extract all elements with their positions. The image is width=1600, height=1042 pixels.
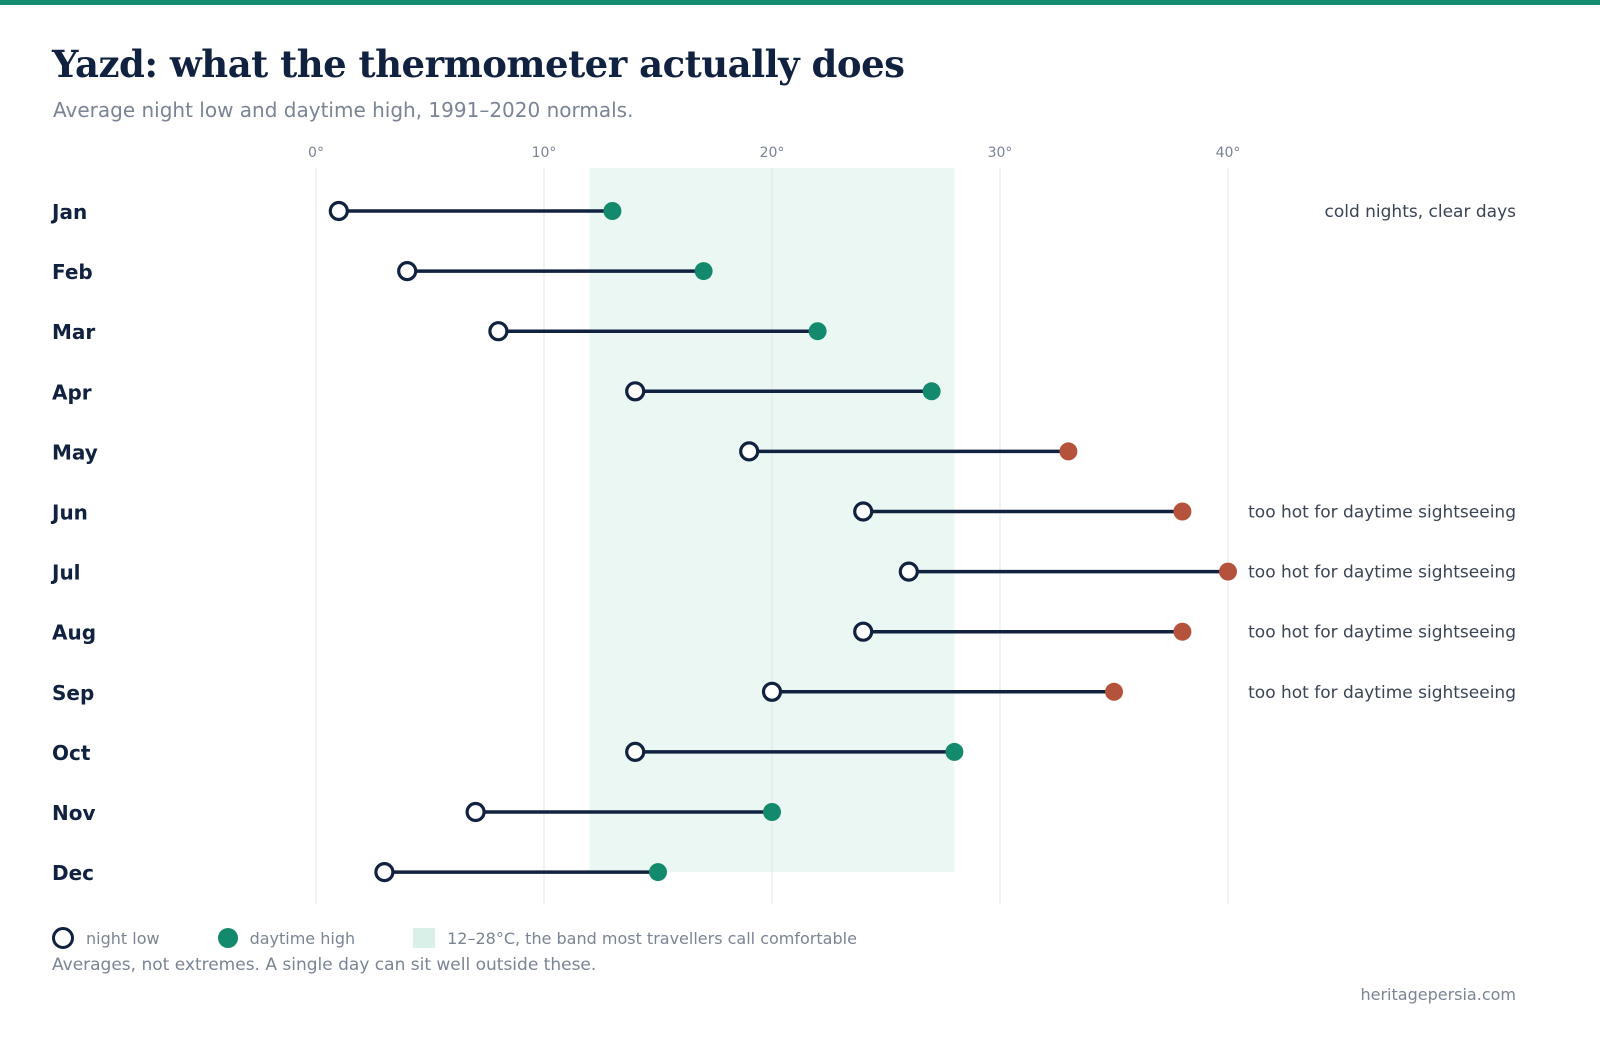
x-tick-label-20: 20° xyxy=(760,145,785,161)
annotation-sep: too hot for daytime sightseeing xyxy=(1248,683,1516,703)
low-point-apr xyxy=(625,381,646,402)
low-point-dec xyxy=(374,861,395,883)
top-accent-rule xyxy=(0,0,1600,5)
daytime-high-swatch-icon xyxy=(217,928,238,948)
high-point-dec xyxy=(649,863,667,882)
high-point-sep xyxy=(1105,682,1123,701)
x-tick-label-40: 40° xyxy=(1216,145,1241,161)
low-point-aug xyxy=(853,621,874,642)
high-point-nov xyxy=(763,803,781,821)
row-label-nov: Nov xyxy=(52,801,96,825)
source-credit: heritagepersia.com xyxy=(1360,985,1516,1004)
annotation-jan: cold nights, clear days xyxy=(1324,202,1516,222)
legend-label-daytime-high: daytime high xyxy=(249,928,356,948)
high-point-oct xyxy=(945,742,964,761)
night-low-swatch-icon xyxy=(52,927,74,949)
legend: night low daytime high 12–28°C, the band… xyxy=(52,925,915,951)
page-title: Yazd: what the thermometer actually does xyxy=(52,42,905,86)
low-point-mar xyxy=(488,321,509,342)
legend-item-night-low: night low xyxy=(52,927,160,949)
low-point-may xyxy=(739,441,760,462)
row-label-oct: Oct xyxy=(52,741,91,765)
x-tick-label-10: 10° xyxy=(532,145,557,161)
row-label-dec: Dec xyxy=(52,861,94,885)
row-label-jan: Jan xyxy=(50,200,87,224)
row-label-jun: Jun xyxy=(50,501,88,525)
comfort-band-swatch-icon xyxy=(413,928,436,948)
low-point-oct xyxy=(625,741,646,763)
x-tick-label-0: 0° xyxy=(308,145,324,161)
row-label-apr: Apr xyxy=(52,380,92,404)
high-point-jan xyxy=(603,202,622,220)
annotation-jul: too hot for daytime sightseeing xyxy=(1248,563,1516,583)
annotation-aug: too hot for daytime sightseeing xyxy=(1248,623,1516,643)
footnote: Averages, not extremes. A single day can… xyxy=(52,955,597,975)
low-point-jun xyxy=(853,501,874,522)
annotation-jun: too hot for daytime sightseeing xyxy=(1248,503,1516,523)
x-tick-label-30: 30° xyxy=(988,145,1013,161)
high-point-mar xyxy=(808,322,827,341)
dumbbell-chart: 0° 10° 20° 30° 40° Jan cold nights, clear days… xyxy=(50,145,1516,904)
high-point-jul xyxy=(1219,562,1237,581)
low-point-jul xyxy=(898,561,919,582)
high-point-jun xyxy=(1173,502,1192,521)
row-label-aug: Aug xyxy=(52,621,96,645)
legend-label-night-low: night low xyxy=(86,928,160,948)
row-label-mar: Mar xyxy=(52,320,95,344)
low-point-jan xyxy=(328,200,349,222)
low-point-sep xyxy=(761,681,783,702)
high-point-feb xyxy=(694,262,713,281)
legend-item-comfort-band: 12–28°C, the band most travellers call c… xyxy=(413,928,857,948)
page-subtitle: Average night low and daytime high, 1991… xyxy=(53,98,634,122)
legend-label-comfort-band: 12–28°C, the band most travellers call c… xyxy=(447,928,857,948)
row-label-may: May xyxy=(52,440,98,464)
row-label-feb: Feb xyxy=(52,260,93,284)
high-point-may xyxy=(1059,442,1078,461)
high-point-apr xyxy=(922,382,941,401)
low-point-nov xyxy=(465,801,486,823)
low-point-feb xyxy=(397,261,418,282)
row-label-jul: Jul xyxy=(50,561,81,585)
high-point-aug xyxy=(1173,622,1192,641)
legend-item-daytime-high: daytime high xyxy=(217,928,356,948)
row-label-sep: Sep xyxy=(52,681,94,705)
